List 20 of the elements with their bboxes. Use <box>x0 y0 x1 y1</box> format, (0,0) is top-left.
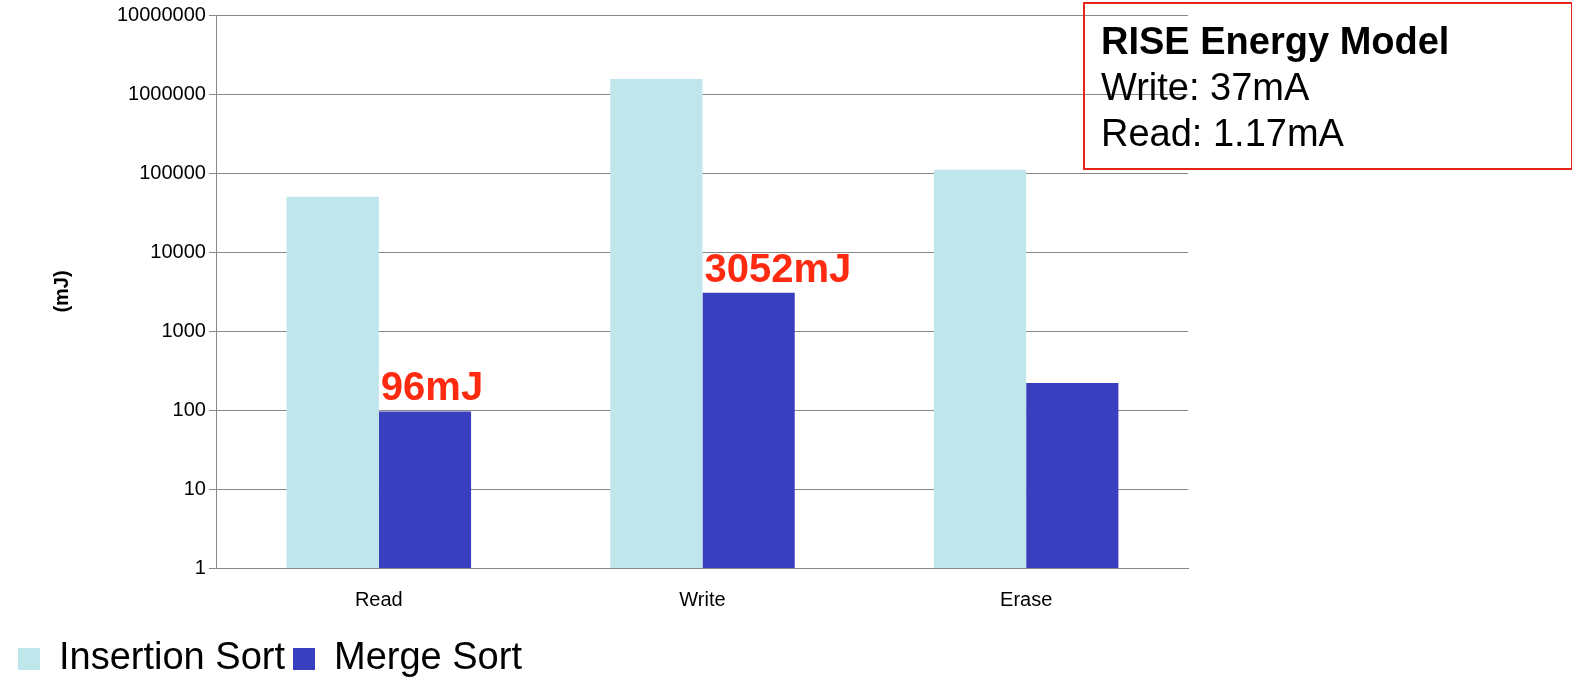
legend-label: Insertion Sort <box>59 635 286 678</box>
y-tick-label: 1000000 <box>128 81 206 104</box>
annotation: Read: 1.17mA <box>1101 111 1345 156</box>
annotation: RISE Energy Model <box>1101 19 1451 64</box>
annotation: Write: 37mA <box>1101 65 1311 110</box>
y-tick-label: 100000 <box>139 160 206 183</box>
x-tick-label: Read <box>354 587 403 610</box>
y-tick-label: 1000 <box>161 318 206 341</box>
note-box: RISE Energy Model Write: 37mA Read: 1.17mA <box>1083 2 1572 170</box>
y-tick-label: 100 <box>172 397 206 420</box>
legend-label: Merge Sort <box>334 635 523 678</box>
data-label: 96mJ <box>380 364 484 409</box>
y-tick-label: 1 <box>194 555 206 578</box>
y-tick-label: 10 <box>183 476 206 499</box>
y-axis-title: (mJ) <box>49 270 72 313</box>
x-tick-label: Erase <box>1000 587 1053 610</box>
y-tick-label: 10000 <box>150 239 206 262</box>
y-tick-label: 10000000 <box>117 2 206 25</box>
data-label: 3052mJ <box>704 245 852 290</box>
x-tick-label: Write <box>679 587 726 610</box>
